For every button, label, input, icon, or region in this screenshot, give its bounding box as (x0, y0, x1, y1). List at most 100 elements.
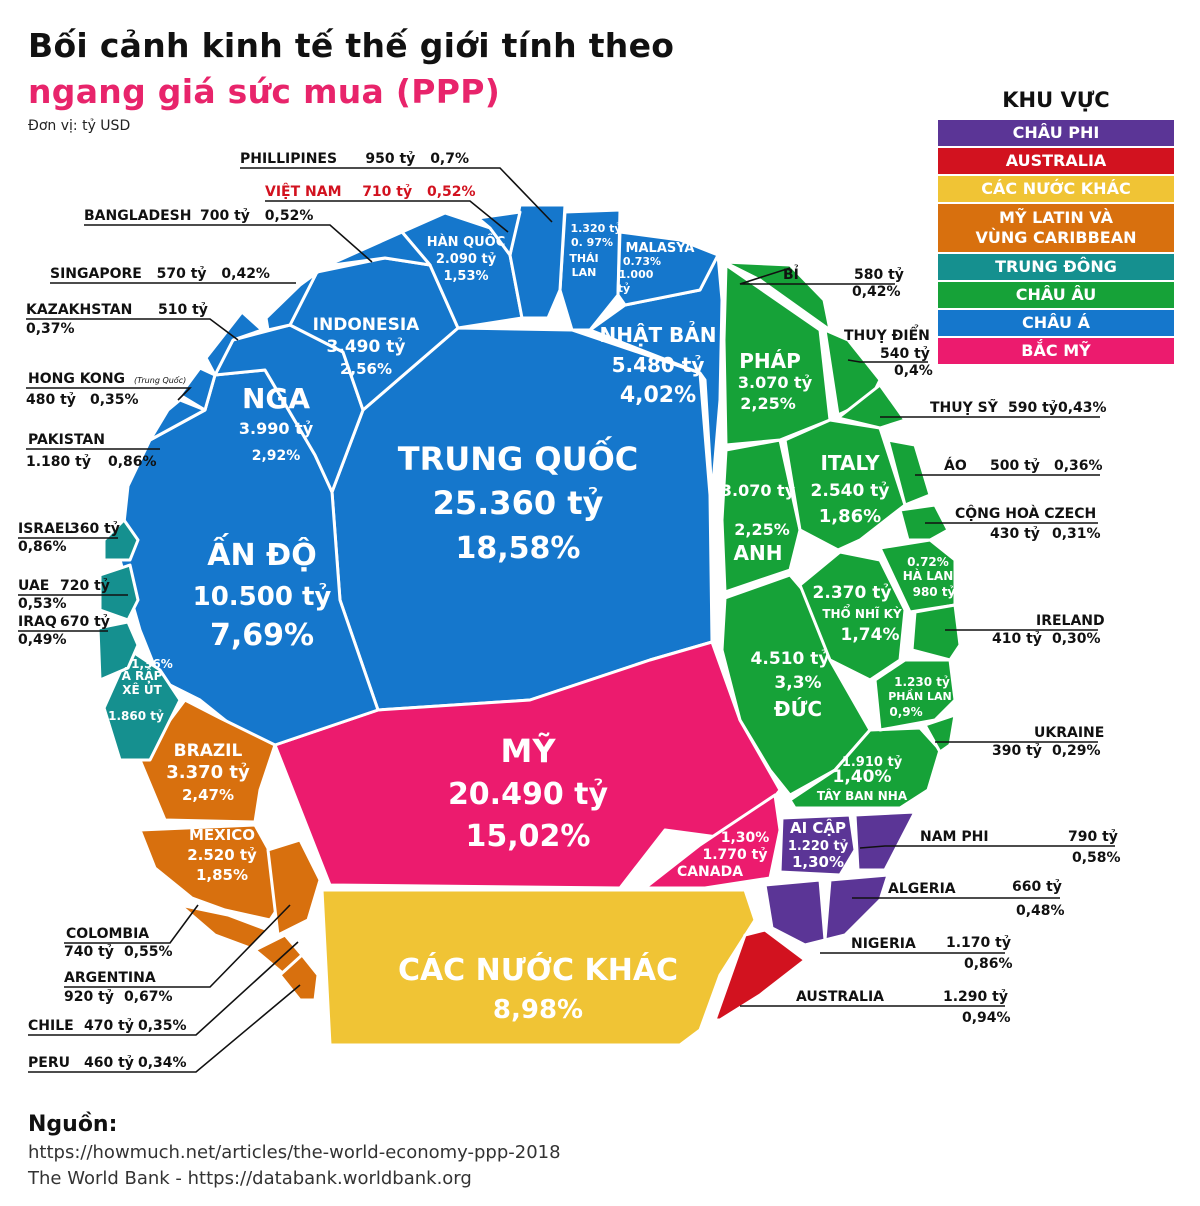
callout-peru-name: PERU (28, 1055, 70, 1071)
callout-colombia-share: 0,55% (124, 944, 173, 960)
callout-iraq-name: IRAQ (18, 614, 57, 630)
callout-hong-kong-share: 0,35% (90, 392, 139, 408)
leader-colombia (64, 904, 199, 944)
callout-ukraine-name: UKRAINE (1034, 725, 1104, 741)
callout-hong-kong-name: HONG KONG (28, 371, 125, 387)
callout-pakistan-name: PAKISTAN (28, 432, 105, 448)
cell-value: 25.360 tỷ (433, 484, 604, 522)
cell-name: ITALY (820, 451, 880, 475)
callout-ukraine-value: 390 tỷ (992, 743, 1042, 759)
callout-ireland-value: 410 tỷ (992, 631, 1042, 647)
callout-nam-phi-share: 0,58% (1072, 850, 1121, 866)
cell-share: 18,58% (456, 531, 581, 566)
cell-pháp (722, 263, 832, 447)
leader-chile (28, 941, 299, 1036)
cell-small-label: 1,40% (833, 767, 892, 787)
callout-argentina-name: ARGENTINA (64, 970, 156, 986)
callout-nam-phi-value: 790 tỷ (1068, 829, 1118, 845)
callout-pakistan-value: 1.180 tỷ (26, 454, 91, 470)
cell-share: 1,85% (196, 866, 248, 884)
callout-chile-share: 0,35% (138, 1018, 187, 1034)
cell-value-malasya: 1.000 (619, 268, 654, 281)
cell-colombia (178, 903, 270, 950)
cell-name: NGA (242, 382, 310, 415)
cell-peru (278, 953, 320, 1002)
callout-israel-name: ISRAEL (18, 521, 73, 537)
cell-small-label: HÀ LAN (903, 568, 953, 583)
callout-pakistan-share: 0,86% (108, 454, 157, 470)
callout-nigeria-value: 1.170 tỷ (946, 935, 1011, 951)
callout-chile-name: CHILE (28, 1018, 74, 1034)
cell-value: 10.500 tỷ (193, 582, 332, 612)
cell-small-label: ĐỨC (774, 697, 822, 721)
cell-uae (98, 563, 140, 622)
cell-name: TRUNG QUỐC (398, 435, 639, 478)
source-title: Nguồn: (28, 1112, 118, 1137)
callout-nigeria-share: 0,86% (964, 956, 1013, 972)
callout-argentina-value: 920 tỷ (64, 989, 114, 1005)
callout-algeria-share: 0,48% (1016, 903, 1065, 919)
cell-small-label: TÂY BAN NHA (817, 788, 908, 803)
cell-small-label: 1.910 tỷ (842, 755, 903, 770)
legend-item-6: CHÂU ÂU (938, 282, 1174, 308)
callout-chile-value: 470 tỷ (84, 1018, 134, 1034)
callout-hong-kong-value: 480 tỷ (26, 392, 76, 408)
callout-thuỵ-điển-share: 0,4% (894, 363, 933, 379)
cell-small-label: PHÁP (739, 349, 801, 373)
cell-phần-lan (873, 658, 957, 732)
leader-argentina (64, 904, 291, 988)
cell-name: AI CẬP (790, 817, 846, 837)
callout-phillipines-value: 950 tỷ (365, 151, 415, 167)
cell-share: 4,02% (620, 383, 696, 408)
legend-item-2: AUSTRALIA (938, 148, 1174, 174)
callout-australia-name: AUSTRALIA (796, 989, 884, 1005)
source-link-worldbank: The World Bank - https://databank.worldb… (28, 1168, 472, 1189)
cell-value: 3.490 tỷ (327, 337, 406, 357)
cell-bangladesh (324, 230, 432, 268)
cell-australia (713, 928, 807, 1022)
callout-colombia-value: 740 tỷ (64, 944, 114, 960)
cell-share: 2,92% (252, 448, 301, 464)
leader-peru (28, 984, 301, 1073)
callout-cộng-hoà-czech-share: 0,31% (1052, 526, 1101, 542)
cell-share: 15,02% (466, 819, 591, 854)
cell-thổ-nhĩ-kỳ (798, 550, 907, 682)
leader-việt-nam (265, 200, 509, 233)
cell-italy (783, 418, 907, 552)
cell-name: CÁC NƯỚC KHÁC (398, 951, 678, 988)
callout-việt-nam-value: 710 tỷ (362, 184, 412, 200)
cell-value-canada: 1.770 tỷ (703, 847, 768, 863)
leader-nam-phi (859, 845, 1115, 849)
cell-small-label: 0. 97% (571, 236, 613, 249)
cell-small-label: 4.510 tỷ (751, 649, 830, 669)
leader-kazakhstan (26, 318, 239, 341)
callout-peru-share: 0,34% (138, 1055, 187, 1071)
cell-small-label: MALASYA (626, 241, 695, 256)
cell-value: 5.480 tỷ (612, 353, 705, 377)
cell-small-label: 1,36% (131, 657, 173, 671)
callout-hong-kong-note: (Trung Quốc) (134, 375, 186, 385)
region-legend: KHU VỰC CHÂU PHI AUSTRALIA CÁC NƯỚC KHÁC MỸ… (938, 88, 1174, 366)
cell-malasya (616, 230, 720, 307)
callout-thuỵ-điển-name: THUỴ ĐIỂN (844, 324, 930, 344)
cell-name: MỸ (500, 732, 556, 770)
callout-singapore-name: SINGAPORE (50, 266, 142, 282)
callout-phillipines-share: 0,7% (430, 151, 469, 167)
callout-áo-name: ÁO (944, 457, 967, 474)
legend-item-3: CÁC NƯỚC KHÁC (938, 176, 1174, 202)
cell-áo (886, 438, 932, 507)
callout-việt-nam-name: VIỆT NAM (265, 182, 342, 200)
cell-small-label: 0,9% (889, 705, 922, 719)
cell-việt-nam (476, 210, 522, 257)
callout-australia-share: 0,94% (962, 1010, 1011, 1026)
leader-hong-kong (26, 387, 192, 401)
cell-name: BRAZIL (174, 741, 243, 761)
cell-small-label: 0.72% (907, 555, 949, 569)
chart-title-line2: ngang giá sức mua (PPP) (28, 72, 501, 111)
callout-việt-nam-share: 0,52% (427, 184, 476, 200)
cell-các-nước-khác (320, 888, 757, 1047)
cell-small-label: 1.860 tỷ (108, 709, 164, 723)
callout-argentina-share: 0,67% (124, 989, 173, 1005)
callout-kazakhstan-name: KAZAKHSTAN (26, 302, 132, 318)
